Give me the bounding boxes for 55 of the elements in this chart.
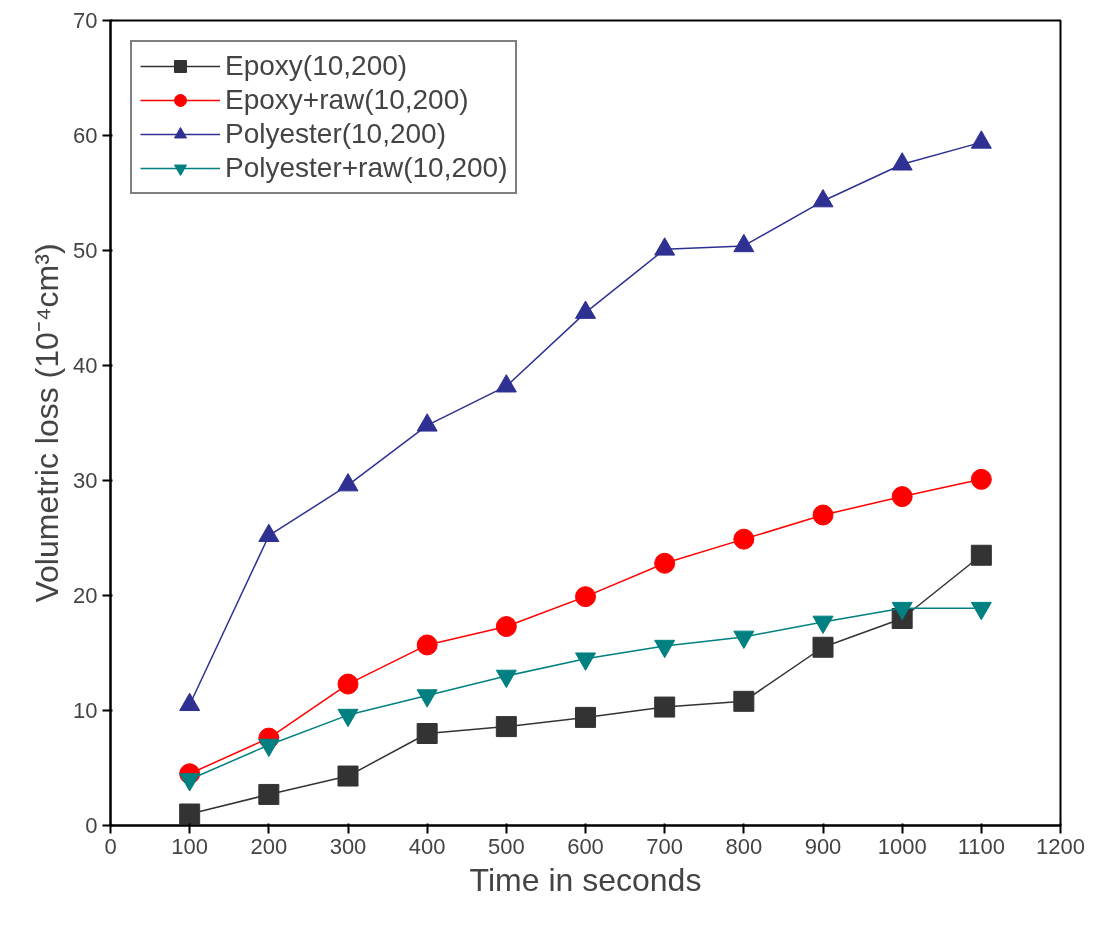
x-tick-label: 200 (250, 833, 288, 859)
x-tick-label: 500 (487, 833, 525, 859)
point (575, 706, 596, 728)
point (416, 723, 438, 744)
x-axis-title: Time in seconds (469, 861, 702, 898)
point (495, 716, 517, 738)
point (812, 636, 834, 658)
x-tick-label: 900 (804, 833, 842, 859)
point (733, 528, 755, 550)
y-tick-label: 40 (73, 353, 98, 378)
point (258, 783, 280, 805)
legend-label: Polyester+raw(10,200) (225, 152, 508, 184)
x-tick-label: 100 (171, 833, 209, 859)
point (970, 544, 992, 566)
point (654, 696, 676, 718)
point (891, 152, 913, 171)
y-tick-label: 50 (73, 238, 98, 263)
point (812, 189, 834, 208)
legend-label: Polyester(10,200) (225, 118, 447, 150)
y-tick-label: 10 (73, 698, 98, 723)
point (575, 300, 596, 319)
x-tick-label: 800 (725, 833, 763, 859)
y-tick-label: 20 (73, 583, 98, 608)
point (575, 586, 596, 608)
point (812, 504, 834, 526)
point (654, 237, 676, 256)
y-tick-label: 70 (73, 8, 98, 33)
y-tick-label: 60 (73, 123, 98, 148)
x-tick-label: 700 (646, 833, 684, 859)
x-tick-label: 1200 (1036, 833, 1085, 859)
legend-label: Epoxy(10,200) (225, 50, 408, 82)
x-tick-label: 300 (329, 833, 367, 859)
point (733, 690, 755, 712)
point (416, 634, 438, 656)
x-tick-label: 600 (567, 833, 604, 859)
point (970, 130, 992, 149)
point (891, 486, 913, 508)
x-tick-label: 400 (408, 833, 446, 859)
x-tick-label: 1100 (957, 833, 1005, 859)
x-tick-label: 1000 (877, 833, 927, 859)
point (337, 673, 359, 695)
point (179, 803, 201, 825)
point (654, 552, 676, 574)
point (416, 413, 438, 432)
legend-label: Epoxy+raw(10,200) (225, 84, 469, 116)
point (495, 374, 517, 393)
x-tick-label: 0 (104, 833, 117, 859)
y-axis-title: Volumetric loss (10⁻⁴cm³) (29, 243, 66, 603)
point (495, 616, 517, 638)
point (733, 233, 755, 253)
point (337, 765, 359, 787)
point (970, 468, 992, 490)
y-tick-label: 0 (85, 813, 98, 838)
point (337, 473, 359, 492)
y-tick-label: 30 (73, 468, 98, 493)
